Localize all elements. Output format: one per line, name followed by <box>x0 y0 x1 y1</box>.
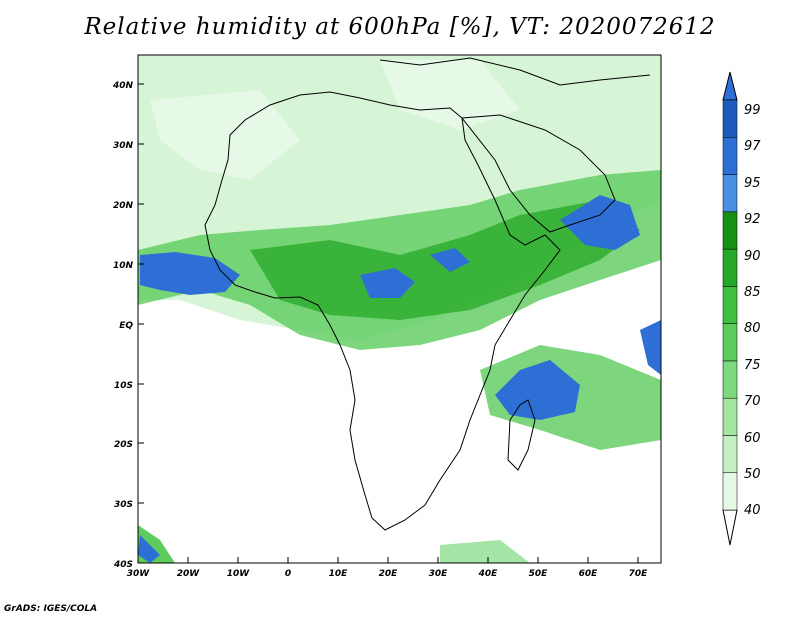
colorbar-swatch <box>722 286 738 324</box>
colorbar-swatch <box>722 360 738 399</box>
lat-label: 30N <box>113 141 134 151</box>
lon-label: 30E <box>429 569 449 579</box>
lat-label: 30S <box>114 500 133 510</box>
lon-label: 20W <box>177 569 201 579</box>
lat-label: 20N <box>113 201 134 211</box>
colorbar-swatch <box>722 211 738 250</box>
colorbar-label: 80 <box>744 321 761 336</box>
lon-label: 0 <box>285 569 291 579</box>
colorbar-swatch <box>722 174 738 213</box>
lat-label: 40N <box>112 81 134 91</box>
colorbar-label: 92 <box>744 212 761 227</box>
colorbar-label: 60 <box>744 431 761 446</box>
colorbar-label: 50 <box>744 467 761 482</box>
lon-label: 40E <box>478 569 499 579</box>
lat-axis: 40N 30N 20N 10N EQ 10S 20S 30S 40S <box>112 81 144 570</box>
map-title: Relative humidity at 600hPa [%], VT: 202… <box>84 14 716 40</box>
coastline <box>204 57 651 531</box>
colorbar: 99 97 95 92 90 85 80 75 70 60 50 40 <box>722 71 761 546</box>
lon-label: 20E <box>379 569 399 579</box>
humidity-field <box>138 55 661 563</box>
colorbar-swatch <box>722 248 738 287</box>
colorbar-bottom-arrow <box>722 509 738 546</box>
lon-label: 70E <box>629 569 649 579</box>
lat-label: 10N <box>113 261 134 271</box>
colorbar-top-arrow <box>722 71 738 101</box>
colorbar-swatch <box>722 137 738 175</box>
colorbar-label: 95 <box>744 176 761 191</box>
colorbar-label: 97 <box>744 139 761 154</box>
lon-axis: 30W 20W 10W 0 10E 20E 30E 40E 50E 60E 70… <box>127 557 648 579</box>
lat-label: 40S <box>113 560 133 570</box>
credit-text: GrADS: IGES/COLA <box>4 604 98 614</box>
lon-label: 10E <box>329 569 349 579</box>
colorbar-label: 85 <box>744 285 761 300</box>
lat-label: EQ <box>119 321 133 331</box>
colorbar-label: 75 <box>744 358 761 373</box>
colorbar-swatch <box>722 472 738 511</box>
colorbar-label: 90 <box>744 249 761 264</box>
colorbar-label: 99 <box>744 103 761 118</box>
lon-label: 30W <box>127 569 151 579</box>
colorbar-label: 40 <box>744 503 761 518</box>
colorbar-swatch <box>722 397 738 436</box>
lat-label: 10S <box>114 381 133 391</box>
map-frame <box>137 54 662 564</box>
lon-label: 60E <box>579 569 599 579</box>
colorbar-label: 70 <box>744 394 761 409</box>
colorbar-swatch <box>722 99 738 138</box>
lon-label: 50E <box>529 569 549 579</box>
colorbar-swatch <box>722 435 738 473</box>
colorbar-swatch <box>722 323 738 362</box>
lat-label: 20S <box>114 440 133 450</box>
lon-label: 10W <box>227 569 251 579</box>
